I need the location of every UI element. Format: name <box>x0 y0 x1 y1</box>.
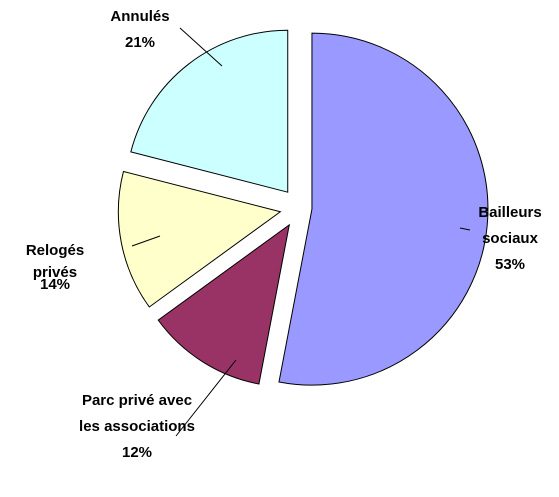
pie-slice <box>278 32 489 386</box>
slice-label: Bailleurs sociaux 53% <box>460 200 559 278</box>
value-label: 14% <box>39 276 71 293</box>
value-label: 21% <box>124 34 156 51</box>
value-label: 12% <box>121 444 153 461</box>
category-label: Bailleurs sociaux <box>478 204 542 247</box>
leader-line <box>131 235 161 247</box>
category-label: Parc privé avec les associations <box>79 392 195 435</box>
leader-line <box>175 359 237 437</box>
pie-slice <box>130 29 289 193</box>
pie-slice <box>157 223 291 385</box>
category-label: Annulés <box>110 8 170 25</box>
slice-label: Relogés privés 14% <box>10 240 100 296</box>
leader-line <box>179 27 223 67</box>
category-label: Relogés privés <box>25 242 85 281</box>
leader-line <box>459 227 471 231</box>
slices <box>117 29 489 386</box>
slice-label: Parc privé avec les associations 12% <box>72 388 202 466</box>
pie-slice <box>117 170 282 308</box>
slice-label: Annulés 21% <box>100 4 180 56</box>
value-label: 53% <box>494 256 526 273</box>
